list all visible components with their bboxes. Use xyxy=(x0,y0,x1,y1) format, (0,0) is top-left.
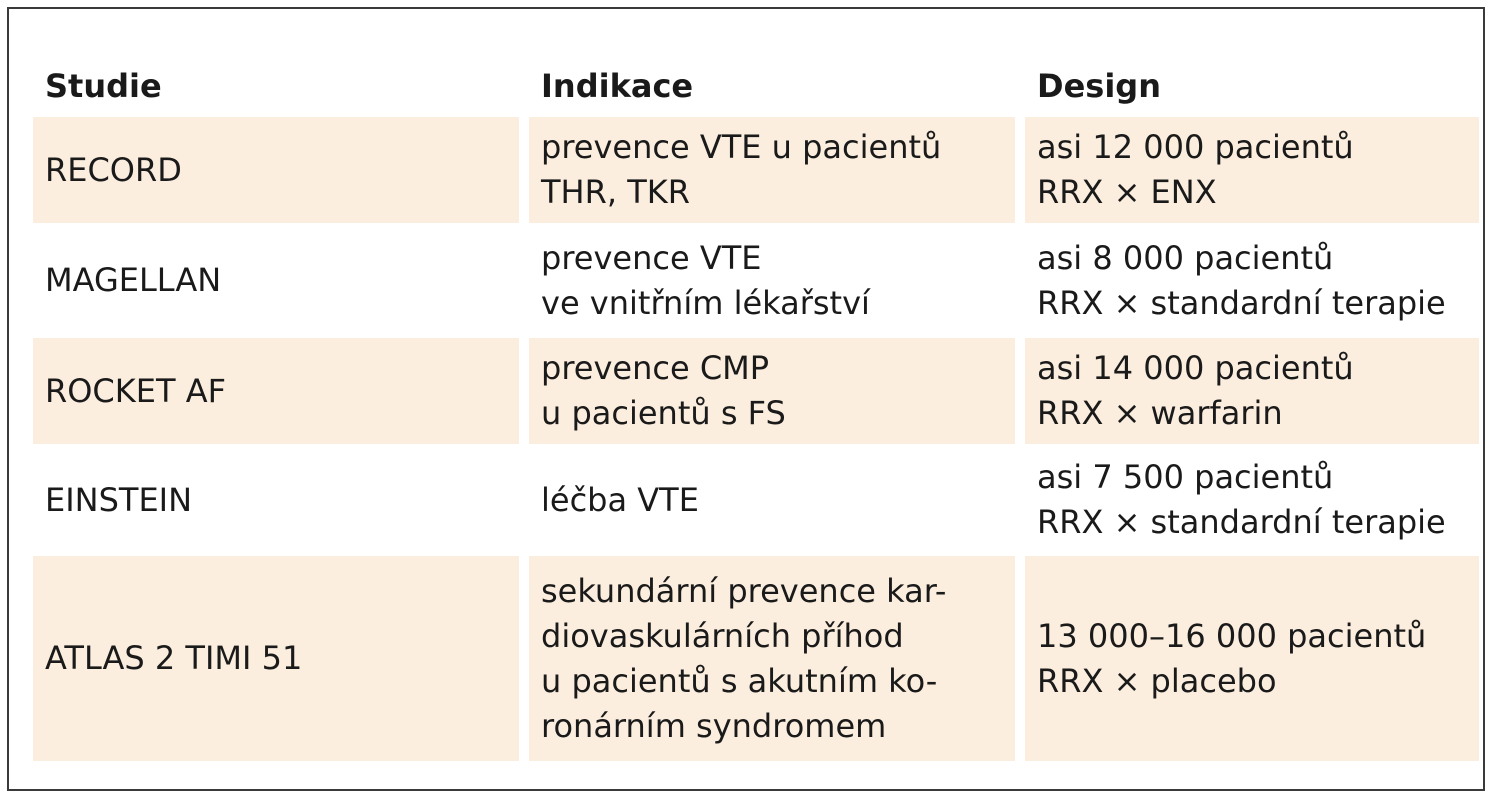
indication-line: prevence VTE xyxy=(541,238,762,277)
design-line: RRX × warfarin xyxy=(1037,394,1283,432)
cell-indication: prevence VTE u pacientů THR, TKR xyxy=(529,117,1015,223)
indication-line: THR, TKR xyxy=(541,173,690,211)
design-line: 13 000–16 000 pacientů xyxy=(1037,616,1427,655)
design-line: asi 7 500 pacientů xyxy=(1037,458,1334,496)
indication-line: u pacientů s FS xyxy=(541,394,786,432)
cell-study: MAGELLAN xyxy=(45,261,222,299)
cell-indication: prevence VTE ve vnitřním lékařství xyxy=(529,226,1015,335)
indication-line: ve vnitřním lékařství xyxy=(541,283,870,322)
design-line: RRX × standardní terapie xyxy=(1037,503,1446,541)
design-line: RRX × standardní terapie xyxy=(1037,283,1446,322)
header-studie: Studie xyxy=(45,66,162,105)
indication-line: ronárním syndromem xyxy=(541,706,887,745)
cell-study: EINSTEIN xyxy=(45,480,193,519)
cell-study: ROCKET AF xyxy=(33,338,519,444)
indication-line: u pacientů s akutním ko- xyxy=(541,661,938,700)
cell-study: ATLAS 2 TIMI 51 xyxy=(33,556,519,761)
indication-line: prevence CMP xyxy=(541,349,770,387)
table-row: ATLAS 2 TIMI 51 sekundární prevence kar-d… xyxy=(33,556,1479,761)
design-line: asi 14 000 pacientů xyxy=(1037,349,1354,387)
cell-indication: sekundární prevence kar-diovaskulárních … xyxy=(529,556,1015,761)
header-row: Studie Indikace Design xyxy=(33,58,1479,114)
cell-study: RECORD xyxy=(33,117,519,223)
table-body: RECORD prevence VTE u pacientů THR, TKR asi… xyxy=(33,117,1479,761)
table-frame: Studie Indikace Design RECORD prevence VT… xyxy=(7,7,1485,791)
cell-design: asi 14 000 pacientů RRX × warfarin xyxy=(1025,338,1479,444)
cell-design: 13 000–16 000 pacientů RRX × placebo xyxy=(1025,556,1479,761)
table-row: MAGELLAN prevence VTE ve vnitřním lékařstv… xyxy=(33,226,1479,335)
indication-line: diovaskulárních příhod xyxy=(541,616,904,655)
cell-indication: prevence CMP u pacientů s FS xyxy=(529,338,1015,444)
table-row: EINSTEIN léčba VTE asi 7 500 pacientů RRX ×… xyxy=(33,447,1479,553)
cell-design: asi 12 000 pacientů RRX × ENX xyxy=(1025,117,1479,223)
design-line: RRX × placebo xyxy=(1037,661,1277,700)
cell-indication: léčba VTE xyxy=(529,447,1015,553)
design-line: RRX × ENX xyxy=(1037,173,1217,211)
table-row: RECORD prevence VTE u pacientů THR, TKR asi… xyxy=(33,117,1479,223)
indication-line: prevence VTE u pacientů xyxy=(541,128,942,166)
studies-table: Studie Indikace Design RECORD prevence VT… xyxy=(33,55,1479,764)
indication-line: léčba VTE xyxy=(541,480,699,519)
header-indikace: Indikace xyxy=(541,66,694,105)
cell-design: asi 7 500 pacientů RRX × standardní terap… xyxy=(1025,447,1479,553)
table-row: ROCKET AF prevence CMP u pacientů s FS asi … xyxy=(33,338,1479,444)
design-line: asi 8 000 pacientů xyxy=(1037,238,1334,277)
design-line: asi 12 000 pacientů xyxy=(1037,128,1354,166)
cell-design: asi 8 000 pacientů RRX × standardní terap… xyxy=(1025,226,1479,335)
header-design: Design xyxy=(1037,66,1161,105)
indication-line: sekundární prevence kar- xyxy=(541,571,947,610)
